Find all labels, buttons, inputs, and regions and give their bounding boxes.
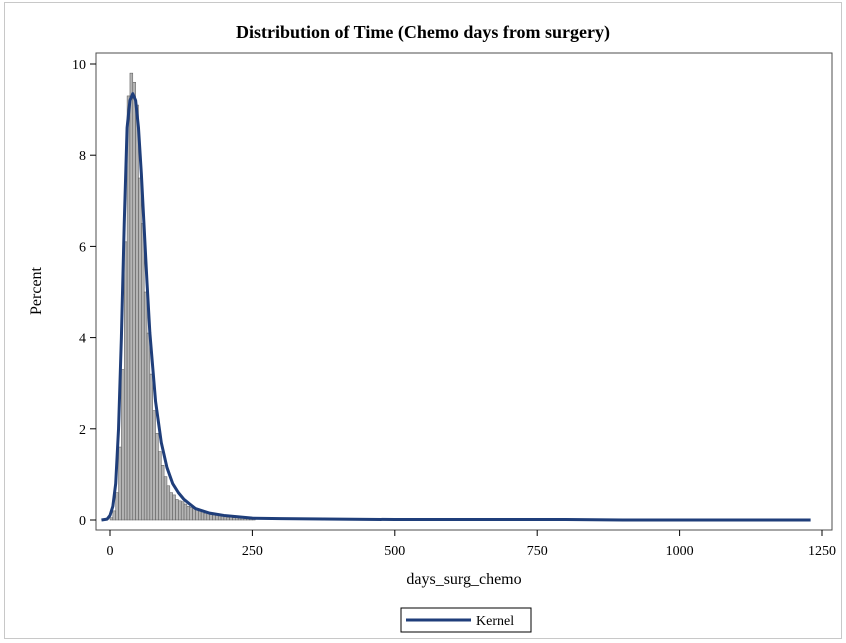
y-tick-label: 6: [79, 240, 86, 255]
histogram-bar: [138, 177, 142, 521]
histogram-bar: [172, 494, 176, 521]
histogram-bar: [175, 499, 179, 521]
histogram-bar: [169, 492, 173, 521]
histogram-bar: [152, 410, 156, 521]
y-axis-label: Percent: [28, 266, 45, 315]
histogram-bar: [163, 476, 168, 521]
histogram-bar: [121, 369, 125, 521]
histogram-bar: [232, 517, 236, 521]
histogram-bar: [183, 503, 188, 521]
y-axis: 0 2 4 6 8 10: [72, 58, 96, 529]
y-tick-label: 4: [79, 332, 86, 347]
histogram-bar: [223, 516, 228, 521]
histogram-bar: [226, 517, 230, 521]
histogram-bar: [129, 72, 134, 521]
chart-title: Distribution of Time (Chemo days from su…: [236, 22, 610, 42]
histogram-bar: [161, 465, 165, 521]
histogram-bar: [192, 508, 196, 521]
histogram-bar: [203, 512, 208, 521]
plot-area: [95, 52, 833, 531]
x-tick-label: 500: [384, 544, 405, 559]
histogram-bar: [166, 485, 171, 521]
x-tick-label: 1000: [666, 544, 694, 559]
histogram-bar: [115, 492, 119, 521]
histogram-bar: [123, 241, 128, 521]
histogram-bar: [200, 511, 205, 521]
histogram-bar: [180, 501, 185, 521]
histogram-bar: [118, 446, 122, 521]
histogram-bar: [135, 104, 139, 521]
histogram-bar: [212, 514, 216, 521]
histogram-bar: [186, 506, 190, 521]
histogram-bar: [178, 500, 182, 521]
x-tick-label: 0: [107, 544, 114, 559]
y-tick-label: 2: [79, 423, 86, 438]
y-tick-label: 10: [72, 58, 86, 73]
histogram-bar: [141, 223, 145, 521]
x-axis-label: days_surg_chemo: [406, 571, 521, 588]
y-tick-label: 8: [79, 149, 86, 164]
histogram-bar: [220, 516, 225, 521]
legend: Kernel: [400, 607, 532, 633]
x-tick-label: 250: [242, 544, 263, 559]
x-tick-label: 750: [527, 544, 548, 559]
x-axis: 0 250 500 750 1000 1250: [107, 530, 836, 559]
y-tick-label: 0: [79, 514, 86, 529]
histogram-bar: [198, 510, 202, 521]
chart-frame: [4, 2, 842, 639]
histogram-bar: [195, 509, 199, 521]
histogram-bar: [215, 515, 219, 521]
histogram-bar: [149, 373, 153, 521]
histogram-bar: [217, 515, 222, 521]
histogram-bars: [109, 72, 256, 521]
histogram-bar: [155, 433, 159, 521]
x-tick-label: 1250: [808, 544, 836, 559]
histogram-bar: [109, 517, 114, 521]
histogram-bar: [209, 514, 213, 521]
histogram-bar: [143, 291, 148, 521]
kernel-density-line: [101, 92, 811, 522]
histogram-bar: [189, 506, 193, 521]
histogram-bar: [146, 332, 151, 521]
legend-label-kernel: Kernel: [476, 614, 514, 629]
histogram-bar: [132, 81, 136, 521]
histogram-bar: [112, 510, 116, 521]
histogram-bar: [158, 451, 162, 521]
